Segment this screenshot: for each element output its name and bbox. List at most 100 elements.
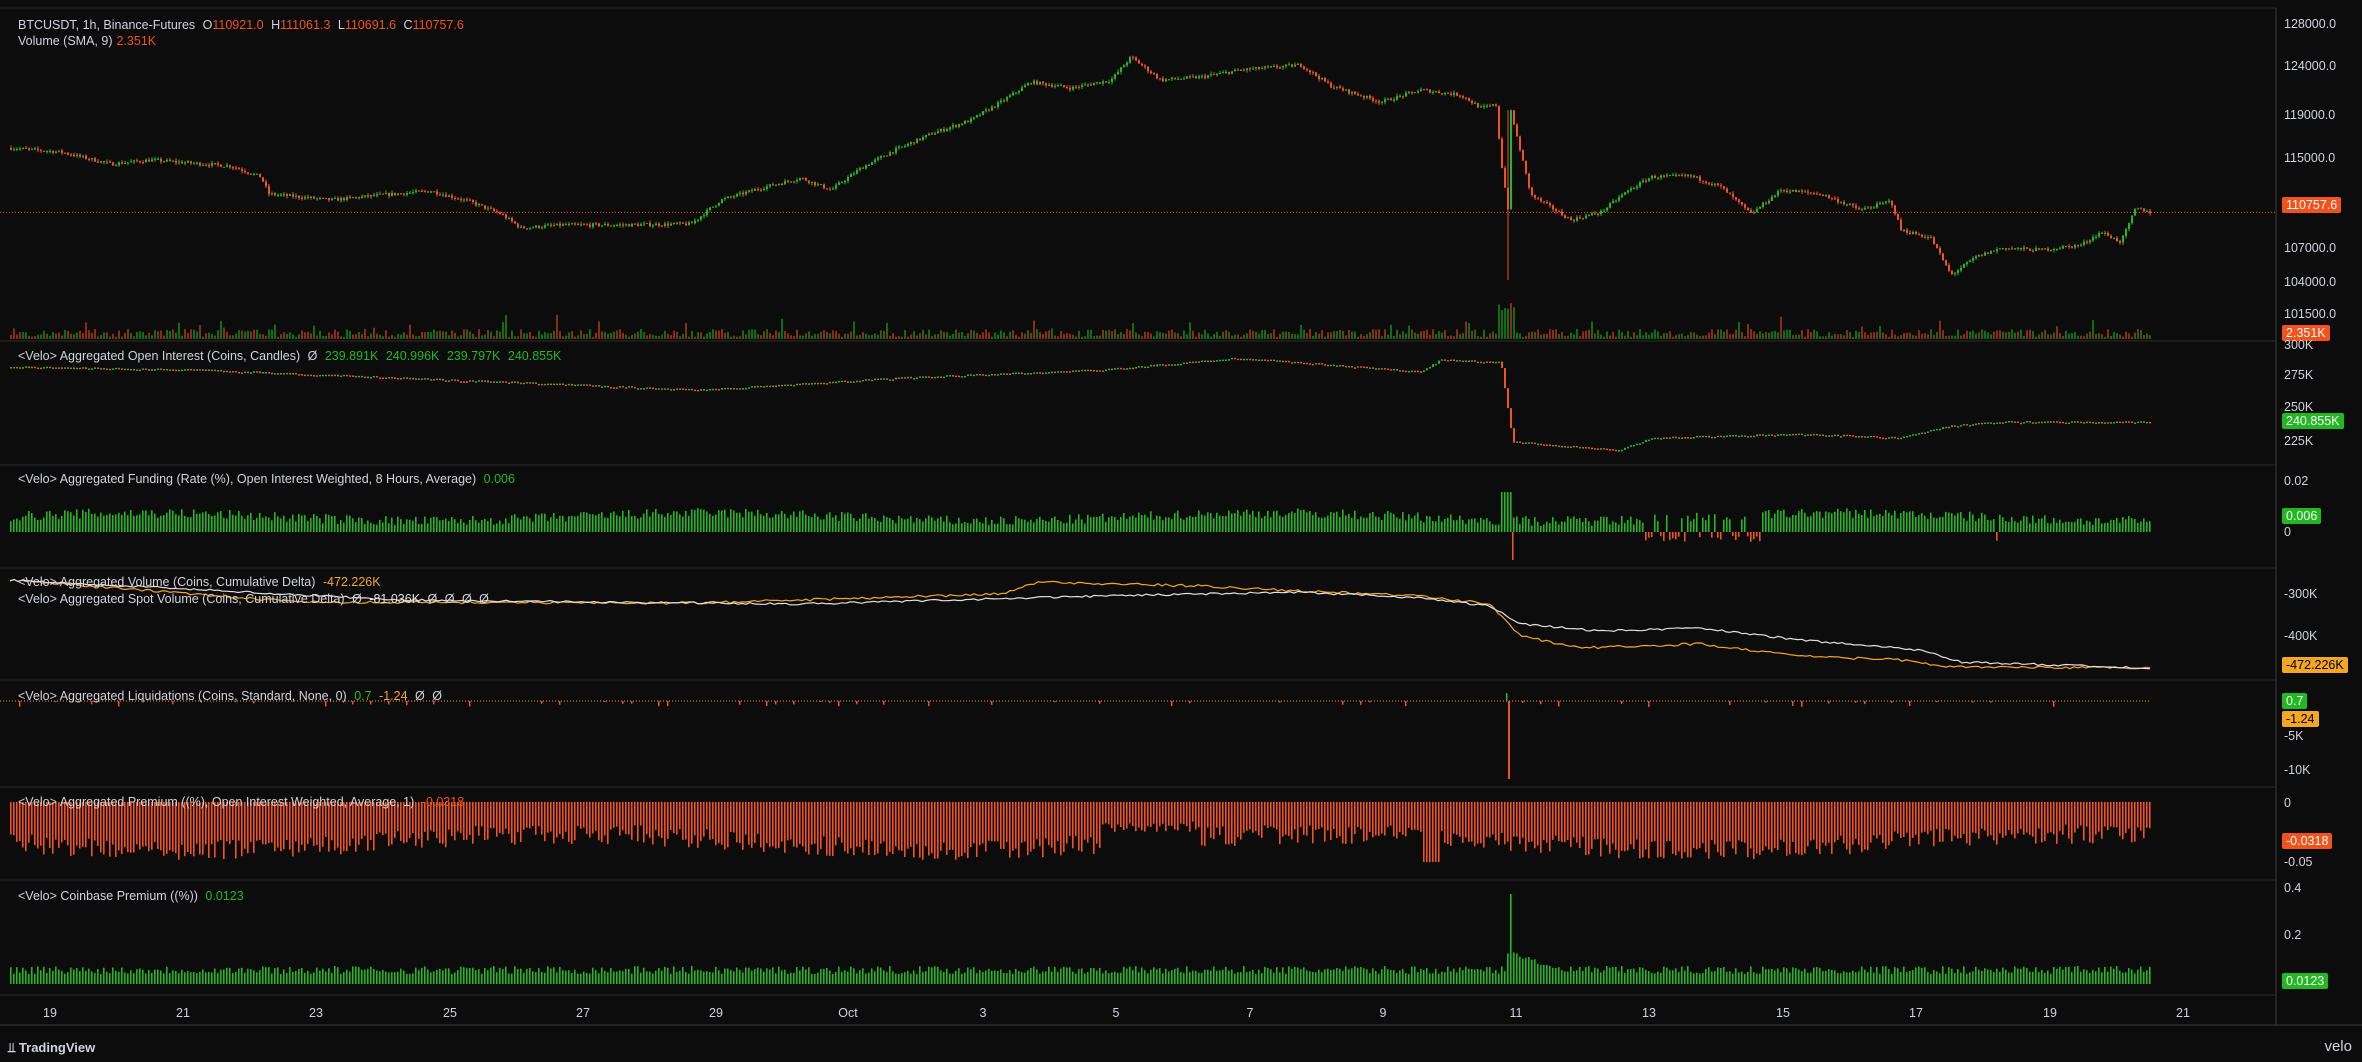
funding-bar bbox=[1999, 514, 2001, 532]
oi-candle bbox=[691, 388, 693, 391]
volume-bar bbox=[472, 333, 474, 339]
coinbase-bar bbox=[1327, 968, 1329, 984]
coinbase-bar bbox=[1828, 969, 1830, 984]
funding-bar bbox=[1846, 508, 1848, 532]
candle-body bbox=[1288, 64, 1290, 66]
premium-bar bbox=[517, 802, 519, 833]
premium-bar bbox=[769, 802, 771, 848]
volume-bar bbox=[88, 330, 90, 339]
coinbase-bar bbox=[481, 973, 483, 984]
oi-candle bbox=[1726, 435, 1728, 437]
volume-bar bbox=[736, 336, 738, 339]
funding-bar bbox=[1759, 532, 1761, 542]
funding-bar bbox=[1807, 516, 1809, 532]
volume-bar bbox=[1852, 336, 1854, 339]
premium-bar bbox=[445, 802, 447, 848]
funding-bar bbox=[799, 511, 801, 532]
premium-bar bbox=[2026, 802, 2028, 833]
premium-bar bbox=[1741, 802, 1743, 842]
funding-bar bbox=[1729, 519, 1731, 532]
oi-candle bbox=[1519, 441, 1521, 443]
premium-bar bbox=[1585, 802, 1587, 856]
oi-candle bbox=[2107, 422, 2109, 424]
candle-body bbox=[1429, 89, 1431, 93]
premium-bar bbox=[727, 802, 729, 848]
volume-bar bbox=[877, 334, 879, 339]
candle-body bbox=[529, 227, 531, 229]
candle-body bbox=[1813, 193, 1815, 195]
oi-candle bbox=[1279, 360, 1281, 362]
funding-bar bbox=[1309, 511, 1311, 532]
oi-candle bbox=[1018, 372, 1020, 374]
candle-body bbox=[220, 164, 222, 167]
volume-bar bbox=[199, 324, 201, 339]
oi-candle bbox=[1228, 359, 1230, 361]
premium-bar bbox=[622, 802, 624, 831]
oi-candle bbox=[1108, 368, 1110, 371]
funding-bar bbox=[2134, 518, 2136, 532]
volume-bar bbox=[763, 331, 765, 339]
candle-body bbox=[907, 144, 909, 146]
candle-body bbox=[526, 228, 528, 230]
candle-body bbox=[223, 166, 225, 168]
liq-bar bbox=[1792, 701, 1794, 706]
volume-bar bbox=[436, 331, 438, 339]
funding-bar bbox=[616, 515, 618, 532]
funding-bar bbox=[1009, 524, 1011, 532]
premium-bar bbox=[1033, 802, 1035, 849]
premium-bar bbox=[1705, 802, 1707, 853]
candle-body bbox=[1261, 68, 1263, 70]
candle-body bbox=[1864, 208, 1866, 210]
premium-bar bbox=[142, 802, 144, 847]
premium-bar bbox=[631, 802, 633, 840]
funding-bar bbox=[31, 513, 33, 532]
coinbase-bar bbox=[682, 967, 684, 984]
candle-body bbox=[367, 195, 369, 197]
funding-bar bbox=[1534, 517, 1536, 532]
volume-bar bbox=[1567, 335, 1569, 339]
funding-bar bbox=[1417, 512, 1419, 532]
premium-bar bbox=[2119, 802, 2121, 837]
coinbase-bar bbox=[1336, 967, 1338, 984]
liq-bar bbox=[991, 701, 993, 705]
oi-candle bbox=[973, 374, 975, 377]
volume-bar bbox=[1510, 303, 1512, 339]
candle-body bbox=[1423, 89, 1425, 91]
funding-bar bbox=[1945, 511, 1947, 532]
candle-body bbox=[805, 178, 807, 181]
candle-body bbox=[1072, 86, 1074, 90]
oi-candle bbox=[1789, 434, 1791, 436]
oi-candle bbox=[160, 368, 162, 370]
oi-candle bbox=[718, 389, 720, 391]
coinbase-bar bbox=[994, 970, 996, 984]
liq-bar bbox=[19, 701, 21, 707]
candle-body bbox=[1441, 93, 1443, 95]
oi-candle bbox=[1396, 368, 1398, 371]
candle-body bbox=[1744, 204, 1746, 208]
premium-bar bbox=[1429, 802, 1431, 862]
coinbase-bar bbox=[871, 968, 873, 984]
coinbase-bar bbox=[1489, 967, 1491, 984]
candle-body bbox=[1009, 95, 1011, 98]
coinbase-bar bbox=[169, 973, 171, 984]
volume-bar bbox=[1240, 336, 1242, 339]
funding-bar bbox=[1222, 515, 1224, 532]
premium-bar bbox=[76, 802, 78, 846]
volume-bar bbox=[1090, 329, 1092, 339]
funding-bar bbox=[412, 520, 414, 532]
coinbase-bar bbox=[1648, 970, 1650, 984]
volume-bar bbox=[1489, 333, 1491, 339]
funding-bar bbox=[1555, 521, 1557, 532]
coinbase-bar bbox=[1183, 972, 1185, 984]
candle-body bbox=[211, 163, 213, 166]
volume-bar bbox=[268, 329, 270, 339]
candle-body bbox=[1969, 260, 1971, 263]
funding-bar bbox=[79, 518, 81, 532]
funding-bar bbox=[1363, 517, 1365, 532]
oi-candle bbox=[310, 374, 312, 377]
coinbase-bar bbox=[1324, 969, 1326, 984]
oi-candle bbox=[1660, 438, 1662, 440]
oi-candle bbox=[1762, 434, 1764, 436]
candle-body bbox=[52, 150, 54, 153]
